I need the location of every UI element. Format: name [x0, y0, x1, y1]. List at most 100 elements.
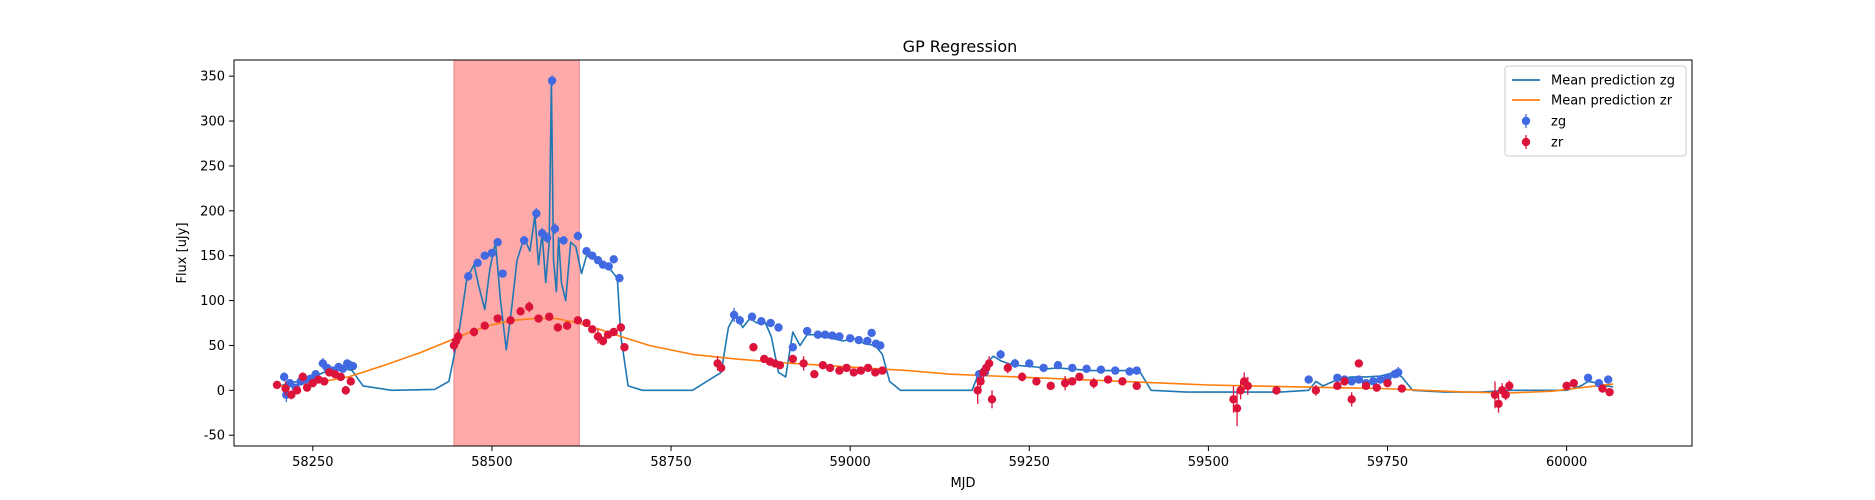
data-point	[1125, 367, 1133, 375]
data-point	[615, 274, 623, 282]
x-tick-label: 60000	[1546, 455, 1587, 470]
y-tick-label: -50	[204, 429, 225, 444]
data-point	[878, 366, 886, 374]
data-point	[789, 355, 797, 363]
data-point	[273, 381, 281, 389]
data-point	[1068, 364, 1076, 372]
data-point	[488, 249, 496, 257]
legend-label: zr	[1551, 136, 1564, 151]
data-point	[554, 323, 562, 331]
data-point	[1068, 377, 1076, 385]
data-point	[605, 262, 613, 270]
data-point	[493, 314, 501, 322]
data-point	[1494, 400, 1502, 408]
data-point	[826, 364, 834, 372]
data-point	[1061, 379, 1069, 387]
y-tick-label: 50	[208, 339, 225, 354]
data-point	[1570, 379, 1578, 387]
data-point	[876, 341, 884, 349]
data-point	[748, 313, 756, 321]
data-point	[846, 334, 854, 342]
data-point	[766, 319, 774, 327]
data-point	[810, 370, 818, 378]
data-point	[1244, 382, 1252, 390]
data-point	[749, 343, 757, 351]
data-point	[1082, 365, 1090, 373]
x-tick-label: 59750	[1367, 455, 1408, 470]
data-point	[548, 76, 556, 84]
data-point	[293, 386, 301, 394]
data-point	[1598, 384, 1606, 392]
y-tick-label: 100	[200, 294, 225, 309]
legend-marker-swatch	[1522, 138, 1530, 146]
y-tick-label: 200	[200, 204, 225, 219]
data-point	[1011, 359, 1019, 367]
data-point	[803, 327, 811, 335]
legend-label: Mean prediction zg	[1551, 74, 1675, 89]
data-point	[1383, 379, 1391, 387]
data-point	[835, 366, 843, 374]
data-point	[1355, 359, 1363, 367]
data-point	[985, 359, 993, 367]
data-point	[1502, 391, 1510, 399]
data-point	[1373, 383, 1381, 391]
data-point	[610, 328, 618, 336]
data-point	[582, 319, 590, 327]
x-tick-label: 58750	[650, 455, 691, 470]
y-tick-label: 250	[200, 159, 225, 174]
data-point	[1090, 379, 1098, 387]
data-point	[464, 272, 472, 280]
data-point	[789, 343, 797, 351]
data-point	[850, 368, 858, 376]
data-point	[819, 361, 827, 369]
data-point	[299, 373, 307, 381]
data-point	[498, 269, 506, 277]
data-point	[1347, 395, 1355, 403]
data-point	[320, 377, 328, 385]
data-point	[1075, 373, 1083, 381]
y-tick-label: 300	[200, 115, 225, 130]
data-point	[996, 350, 1004, 358]
y-axis-label: Flux [uJy]	[175, 222, 190, 283]
data-point	[1333, 374, 1341, 382]
data-point	[551, 225, 559, 233]
data-point	[736, 316, 744, 324]
x-tick-label: 59500	[1188, 455, 1229, 470]
data-point	[1604, 375, 1612, 383]
data-point	[481, 322, 489, 330]
x-tick-label: 58500	[471, 455, 512, 470]
legend-label: zg	[1551, 115, 1566, 130]
data-point	[617, 323, 625, 331]
data-point	[1104, 375, 1112, 383]
data-point	[574, 232, 582, 240]
data-point	[776, 361, 784, 369]
legend: Mean prediction zg Mean prediction zr zg zr	[1505, 66, 1686, 156]
data-point	[835, 332, 843, 340]
data-point	[1133, 382, 1141, 390]
y-tick-label: 350	[200, 70, 225, 85]
data-point	[774, 323, 782, 331]
data-point	[620, 343, 628, 351]
data-point	[470, 328, 478, 336]
data-point	[757, 317, 765, 325]
legend-label: Mean prediction zr	[1551, 94, 1673, 109]
x-tick-label: 59000	[829, 455, 870, 470]
legend-marker-swatch	[1522, 117, 1530, 125]
data-point	[864, 364, 872, 372]
data-point	[1047, 382, 1055, 390]
data-point	[1333, 382, 1341, 390]
data-point	[1118, 377, 1126, 385]
data-point	[532, 209, 540, 217]
data-point	[799, 359, 807, 367]
data-point	[821, 330, 829, 338]
data-point	[1097, 365, 1105, 373]
x-tick-label: 59250	[1009, 455, 1050, 470]
data-point	[520, 236, 528, 244]
y-tick-label: 0	[217, 384, 225, 399]
data-point	[1054, 361, 1062, 369]
data-point	[1605, 388, 1613, 396]
data-point	[1340, 377, 1348, 385]
data-point	[1039, 364, 1047, 372]
y-tick-label: 150	[200, 249, 225, 264]
data-point	[828, 331, 836, 339]
